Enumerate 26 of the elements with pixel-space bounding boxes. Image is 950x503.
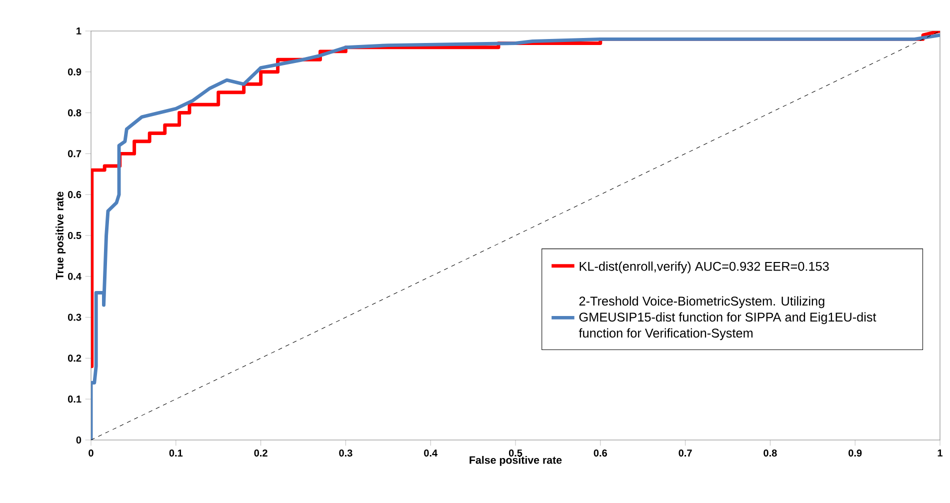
x-tick-label: 1	[938, 449, 943, 456]
x-tick-label: 0	[88, 449, 94, 457]
y-tick-label: 0	[76, 436, 82, 444]
y-tick-label: 0.3	[68, 314, 82, 321]
y-tick-label: 0.2	[68, 354, 82, 362]
x-tick-label: 0.8	[764, 449, 777, 457]
y-tick-label: 0.5	[68, 232, 82, 240]
legend-label: 2-Treshold Voice-BiometricSystem. Utilizing GMEUSIP15-dist function for SIPPA and Eig1EU-dist function for Verification-System	[578, 296, 876, 340]
x-tick-label: 0.7	[678, 449, 692, 457]
legend-label: KL-dist(enroll,verify) AUC=0.932 EER=0.153	[580, 262, 829, 274]
y-tick-label: 1	[76, 28, 82, 34]
y-tick-label: 0.1	[68, 396, 82, 403]
x-tick-label: 0.2	[254, 449, 268, 457]
y-tick-label: 0.8	[68, 109, 82, 116]
x-tick-label: 0.6	[594, 449, 607, 457]
x-axis-title: False positive rate	[470, 456, 562, 466]
x-tick-label: 0.4	[424, 449, 438, 457]
y-tick-label: 0.7	[68, 150, 82, 158]
y-tick-label: 0.6	[68, 191, 82, 198]
x-tick-label: 0.5	[508, 449, 522, 457]
x-tick-label: 0.1	[169, 449, 183, 457]
x-tick-label: 0.3	[339, 449, 352, 457]
x-tick-label: 0.9	[848, 449, 862, 457]
y-tick-label: 0.9	[68, 68, 82, 76]
y-axis-title: True positive rate	[56, 192, 66, 280]
y-tick-label: 0.4	[68, 272, 82, 280]
